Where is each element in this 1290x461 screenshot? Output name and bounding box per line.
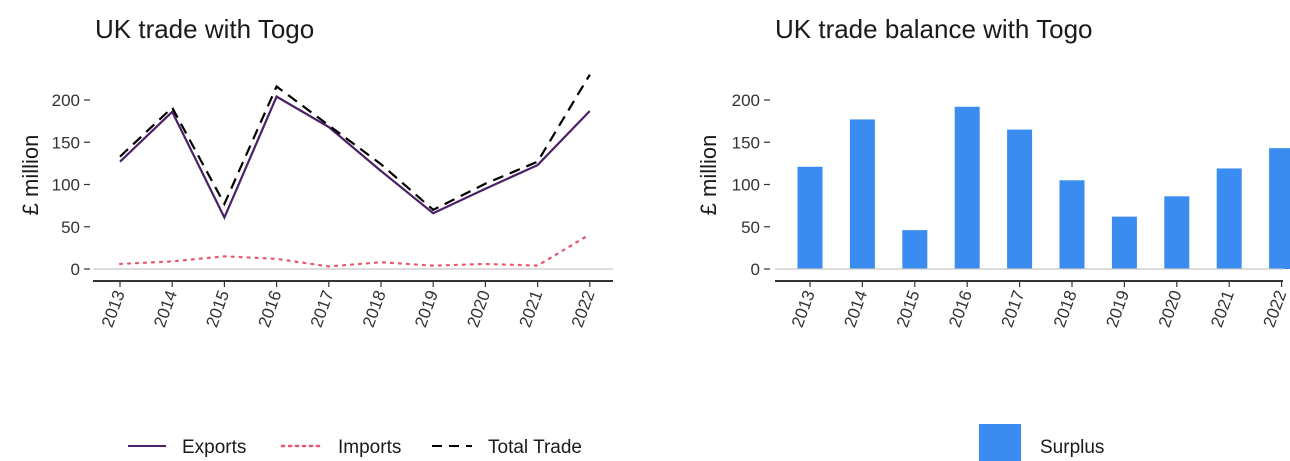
legend-label: Exports xyxy=(182,437,246,458)
y-tick-label: 200 xyxy=(732,91,760,110)
axes xyxy=(93,268,613,282)
y-tick-label: 150 xyxy=(732,133,760,152)
y-tick-label: 100 xyxy=(52,176,80,195)
x-tick-label: 2021 xyxy=(516,288,547,330)
x-tick-label: 2019 xyxy=(411,288,442,330)
legend-item-total-trade: Total Trade xyxy=(432,437,582,458)
x-tick-label: 2022 xyxy=(568,288,599,330)
legend-label: Surplus xyxy=(1040,437,1104,458)
x-tick-label: 2015 xyxy=(893,288,924,330)
x-tick-label: 2017 xyxy=(307,288,338,330)
surplus-bar xyxy=(849,119,875,269)
surplus-bar xyxy=(1216,168,1242,269)
x-tick-label: 2016 xyxy=(945,288,976,330)
total-trade-line xyxy=(119,74,591,212)
x-tick-label: 2018 xyxy=(359,288,390,330)
legend-item-imports: Imports xyxy=(280,437,401,458)
legend-item-surplus: Surplus xyxy=(979,424,1104,461)
x-tick-label: 2014 xyxy=(840,288,871,330)
y-tick-label: 0 xyxy=(751,260,760,279)
surplus-bar xyxy=(902,230,928,269)
y-tick-label: 0 xyxy=(71,260,80,279)
legend-label: Total Trade xyxy=(488,437,582,458)
x-tick-label: 2013 xyxy=(788,288,819,330)
y-tick-label: 150 xyxy=(52,133,80,152)
x-tick-label: 2019 xyxy=(1102,288,1133,330)
legend-key-bar xyxy=(979,424,1021,461)
plot-lines xyxy=(118,74,591,268)
y-tick-label: 50 xyxy=(741,218,760,237)
balance-bar-chart: UK trade balance with Togo £ million 0 50… xyxy=(696,14,1290,330)
x-tick-label: 2017 xyxy=(998,288,1029,330)
x-axis-ticks: 2013 2014 2015 2016 2017 2018 2019 2020 2021 2022 xyxy=(98,281,599,330)
surplus-bar xyxy=(797,166,823,269)
y-tick-label: 50 xyxy=(61,218,80,237)
legend: Surplus xyxy=(979,424,1104,461)
surplus-bar xyxy=(1111,216,1137,269)
exports-line xyxy=(119,95,591,221)
axes xyxy=(775,268,1283,282)
x-tick-label: 2021 xyxy=(1207,288,1238,330)
x-tick-label: 2013 xyxy=(98,288,129,330)
x-tick-label: 2016 xyxy=(255,288,286,330)
x-tick-label: 2018 xyxy=(1050,288,1081,330)
surplus-bar xyxy=(1059,180,1085,269)
plot-bars xyxy=(797,106,1290,269)
legend-item-exports: Exports xyxy=(128,437,246,458)
y-axis-ticks: 0 50 100 150 200 xyxy=(732,91,770,279)
x-axis-ticks: 2013 2014 2015 2016 2017 2018 2019 2020 2021 2022 xyxy=(788,281,1290,330)
legend-label: Imports xyxy=(338,437,401,458)
surplus-bar xyxy=(1164,196,1190,269)
y-axis-ticks: 0 50 100 150 200 xyxy=(52,91,90,279)
y-axis-label: £ million xyxy=(696,135,721,216)
trade-line-chart: UK trade with Togo £ million 0 50 100 150 20… xyxy=(18,14,613,330)
chart-title: UK trade balance with Togo xyxy=(775,14,1093,44)
legend: Exports Imports Total Trade xyxy=(128,437,582,458)
imports-line xyxy=(118,233,591,268)
y-axis-label: £ million xyxy=(18,135,43,216)
x-tick-label: 2020 xyxy=(1155,288,1186,330)
x-tick-label: 2014 xyxy=(150,288,181,330)
surplus-bar xyxy=(1269,148,1290,269)
y-tick-label: 100 xyxy=(732,176,760,195)
x-tick-label: 2015 xyxy=(202,288,233,330)
chart-title: UK trade with Togo xyxy=(95,14,314,44)
surplus-bar xyxy=(1007,129,1033,269)
x-tick-label: 2020 xyxy=(463,288,494,330)
y-tick-label: 200 xyxy=(52,91,80,110)
x-tick-label: 2022 xyxy=(1260,288,1290,330)
surplus-bar xyxy=(954,106,980,269)
